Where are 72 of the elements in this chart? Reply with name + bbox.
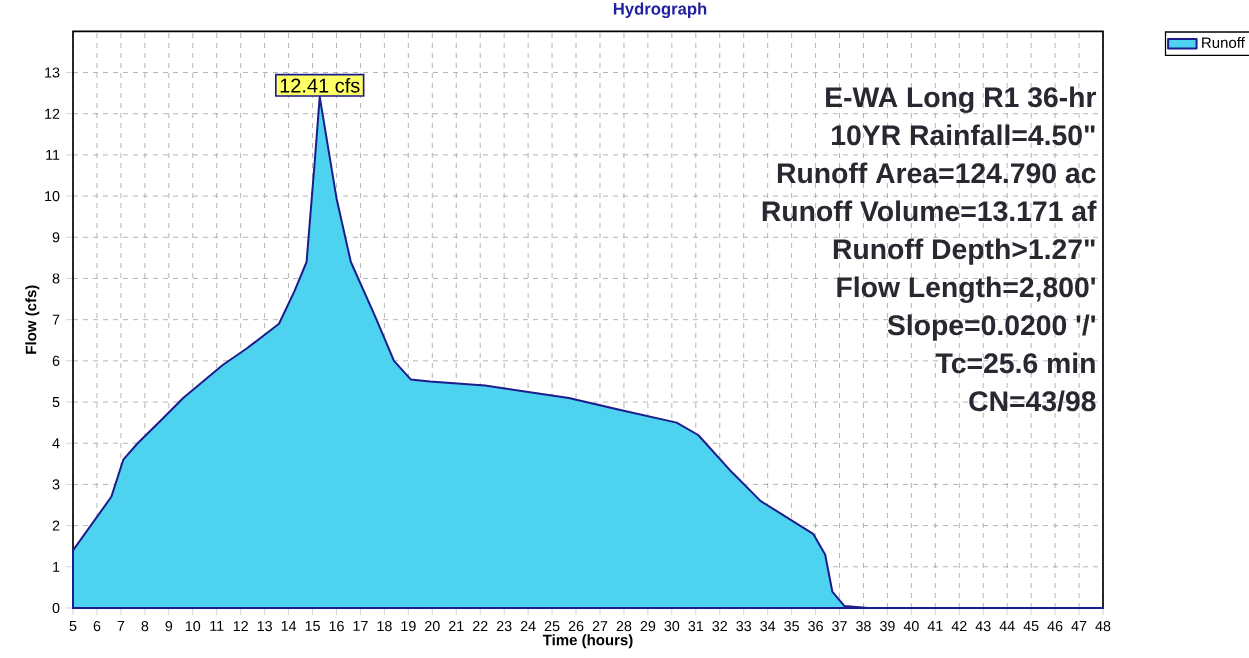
y-tick-label: 6: [52, 355, 60, 366]
x-tick-label: 28: [616, 621, 632, 632]
x-tick-label: 21: [449, 621, 464, 632]
y-tick-label: 4: [52, 438, 60, 449]
annotation: Flow Length=2,800': [837, 276, 1096, 303]
x-tick-label: 34: [760, 621, 776, 632]
y-tick-label: 3: [52, 479, 60, 490]
annotation: Runoff Area=124.790 ac: [777, 162, 1096, 184]
x-tick-label: 16: [329, 621, 344, 632]
x-tick-label: 13: [257, 621, 272, 632]
x-tick-label: 27: [592, 621, 608, 632]
x-tick-label: 5: [69, 621, 77, 631]
x-tick-label: 23: [496, 621, 512, 632]
x-tick-label: 29: [640, 621, 656, 632]
x-tick-label: 24: [520, 621, 536, 632]
y-tick-label: 7: [52, 314, 60, 325]
annotation: E-WA Long R1 36-hr: [826, 86, 1097, 113]
x-tick-label: 12: [233, 621, 248, 632]
x-tick-label: 45: [1023, 621, 1039, 631]
x-tick-label: 39: [879, 621, 895, 632]
x-tick-label: 7: [117, 621, 125, 631]
x-tick-label: 25: [544, 621, 560, 632]
x-tick-label: 46: [1047, 621, 1063, 632]
x-tick-label: 42: [951, 621, 967, 632]
x-tick-label: 18: [377, 621, 392, 632]
x-tick-label: 31: [688, 621, 704, 632]
x-tick-label: 36: [808, 621, 823, 632]
x-tick-label: 10: [185, 621, 201, 632]
x-tick-label: 37: [832, 621, 847, 632]
x-tick-label: 40: [903, 621, 919, 632]
x-tick-label: 8: [141, 621, 149, 632]
annotation: 10YR Rainfall=4.50": [832, 124, 1095, 146]
x-tick-label: 30: [664, 621, 680, 632]
y-tick-label: 12: [45, 108, 60, 119]
x-tick-label: 48: [1095, 621, 1111, 632]
x-tick-label: 14: [281, 621, 297, 631]
y-tick-label: 5: [52, 397, 60, 408]
y-tick-label: 9: [52, 232, 60, 243]
x-tick-label: 26: [568, 621, 584, 632]
x-axis-title: Time (hours): [542, 634, 633, 649]
y-axis-title: Flow (cfs): [25, 285, 40, 354]
x-tick-label: 32: [712, 621, 727, 632]
x-tick-label: 47: [1071, 621, 1087, 631]
x-tick-label: 44: [999, 621, 1015, 631]
chart-title: Hydrograph: [613, 2, 707, 19]
annotation: Runoff Depth>1.27": [833, 238, 1095, 265]
y-tick-label: 11: [46, 149, 60, 160]
x-tick-label: 17: [353, 621, 368, 631]
y-tick-label: 2: [52, 520, 60, 531]
x-tick-label: 19: [401, 621, 416, 632]
x-tick-label: 35: [784, 621, 799, 632]
x-tick-label: 6: [93, 621, 101, 632]
annotation: 12.41 cfs: [280, 77, 360, 93]
y-tick-label: 0: [52, 602, 60, 614]
x-tick-label: 41: [927, 621, 943, 631]
y-tick-label: 8: [52, 273, 60, 284]
annotation: Tc=25.6 min: [935, 352, 1095, 374]
annotation: Slope=0.0200 '/': [887, 314, 1095, 341]
x-tick-label: 38: [856, 621, 871, 632]
legend-label: Runoff: [1202, 37, 1245, 49]
annotation: Runoff Volume=13.171 af: [762, 200, 1097, 222]
x-tick-label: 9: [165, 621, 173, 632]
x-tick-label: 11: [210, 621, 224, 631]
y-tick-label: 1: [53, 561, 60, 572]
x-tick-label: 15: [305, 621, 320, 631]
y-tick-label: 13: [45, 67, 60, 78]
x-tick-label: 20: [425, 621, 440, 632]
y-tick-label: 10: [45, 191, 60, 202]
annotation: CN=43/98: [969, 390, 1096, 412]
x-tick-label: 33: [736, 621, 752, 632]
x-tick-label: 43: [975, 621, 991, 632]
x-tick-label: 22: [472, 621, 488, 632]
